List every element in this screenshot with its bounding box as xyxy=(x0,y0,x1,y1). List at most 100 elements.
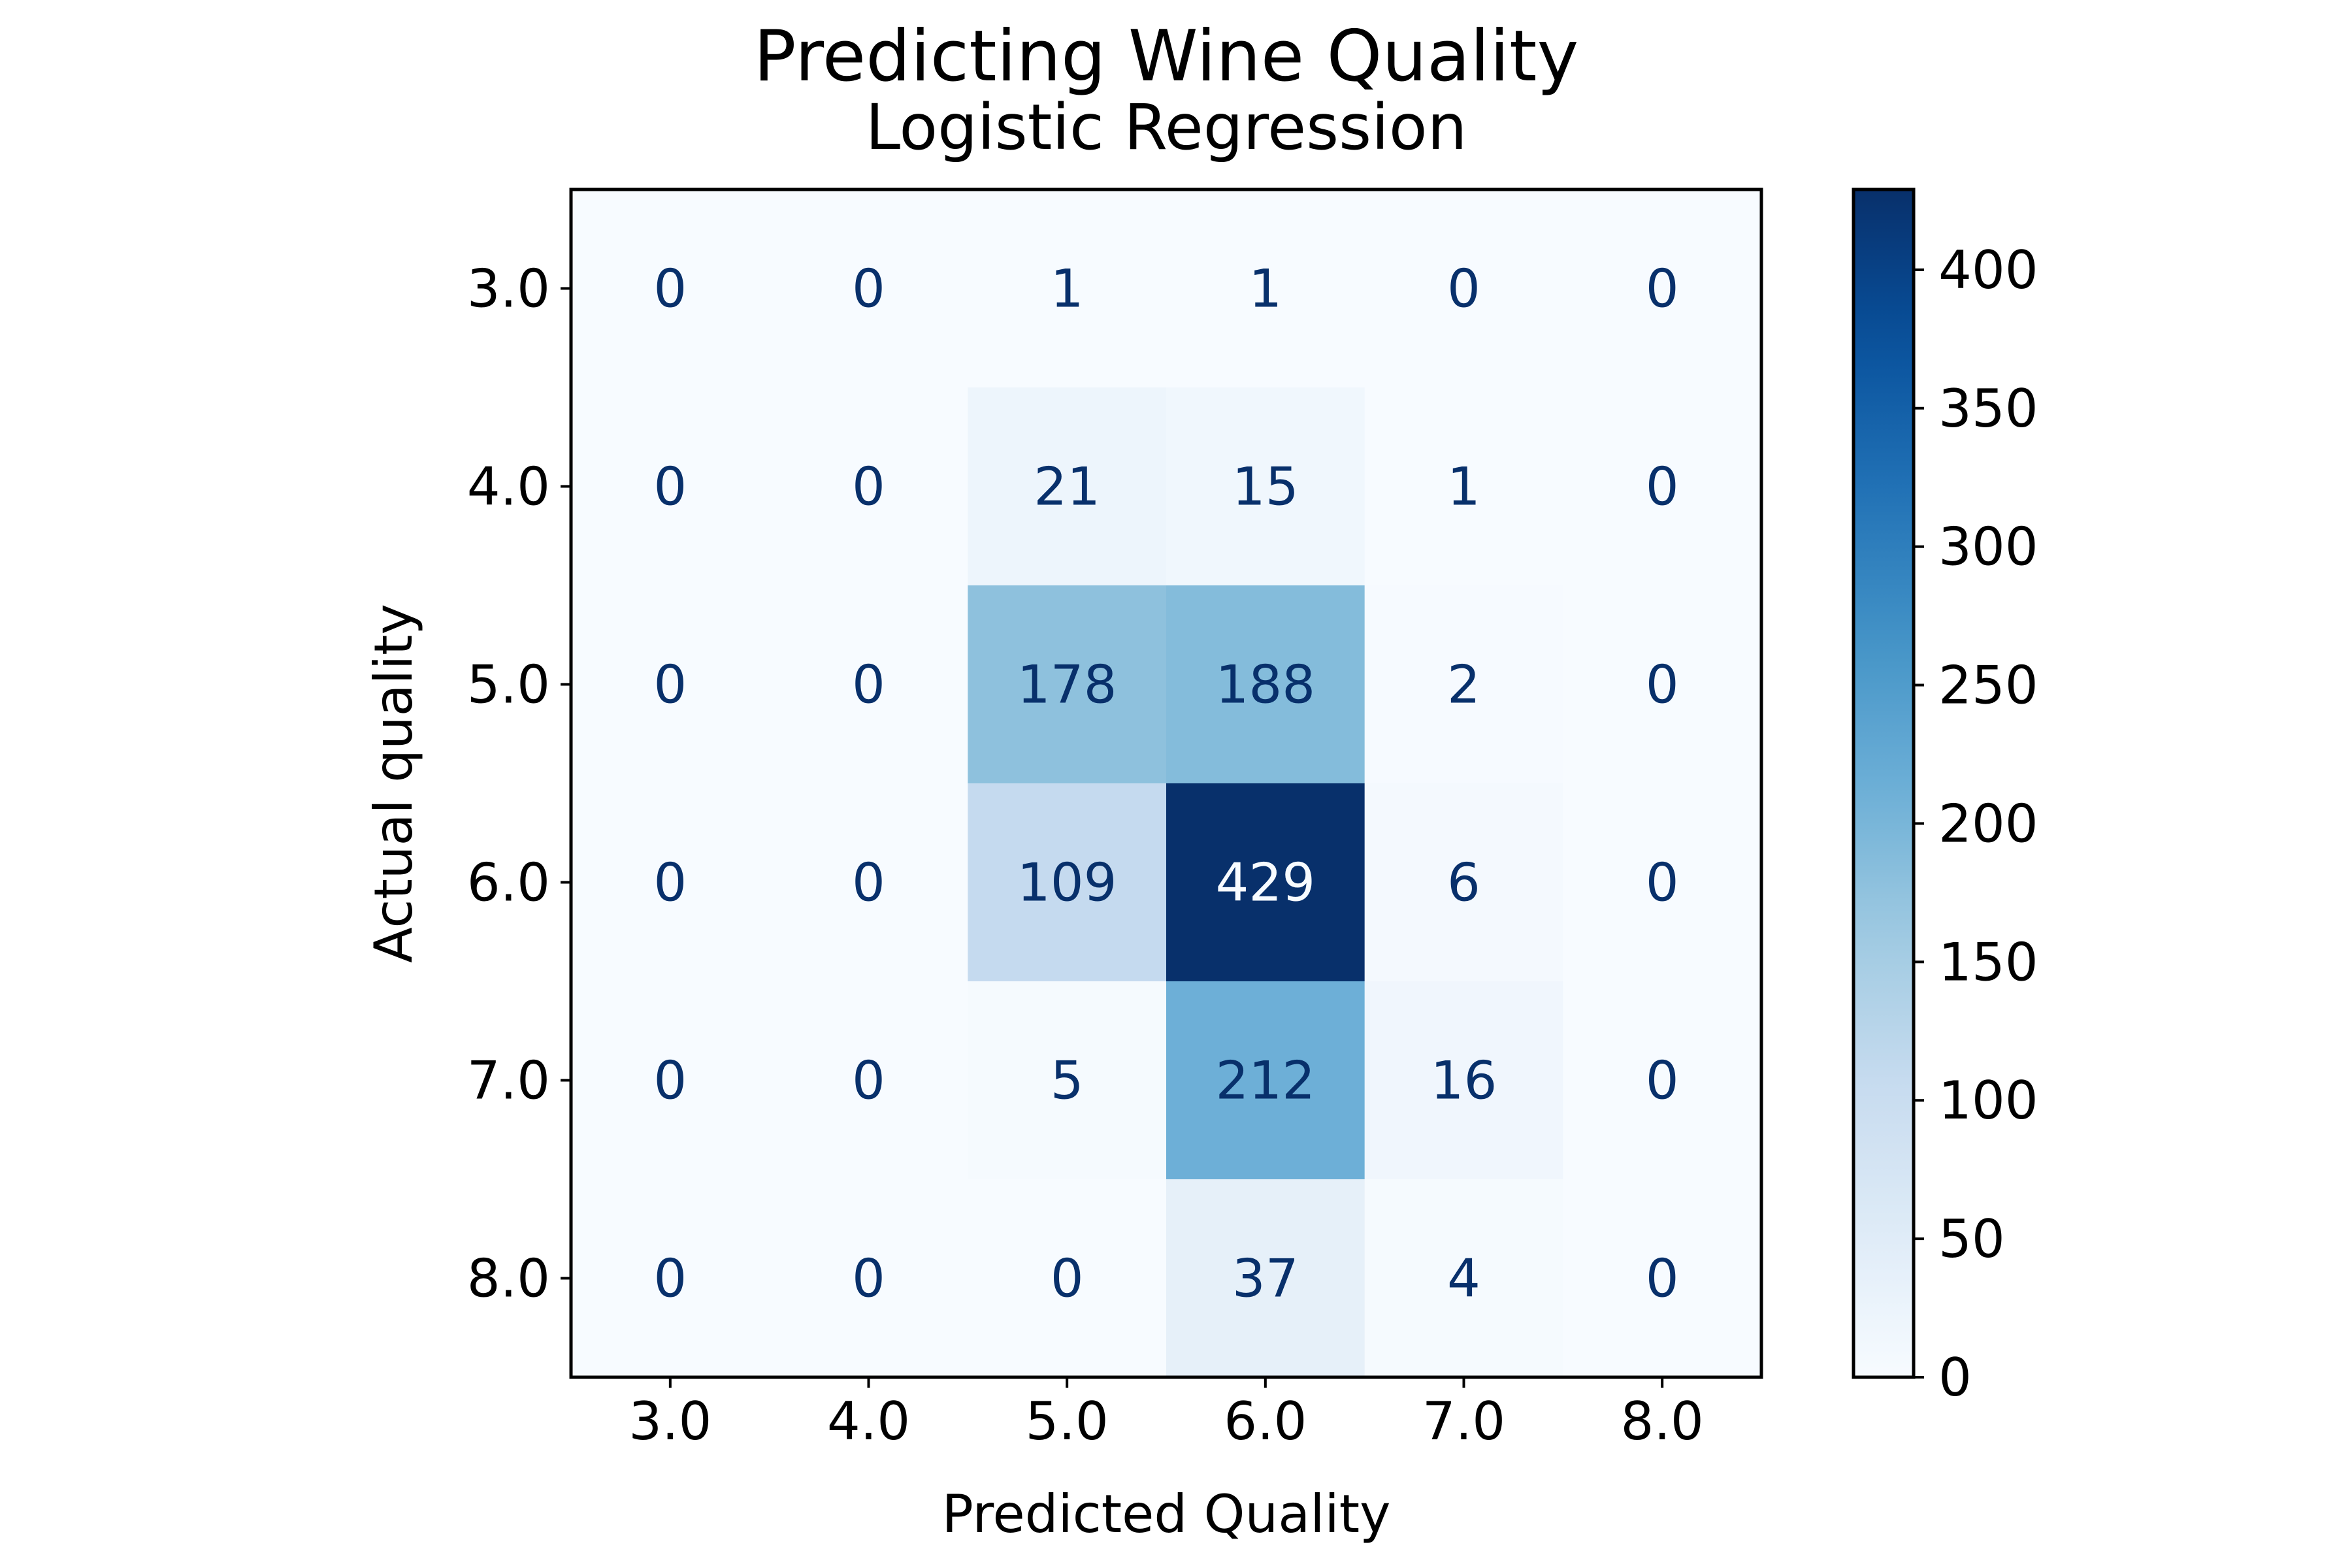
heatmap-cell xyxy=(968,585,1167,784)
cell-value-label: 0 xyxy=(1447,259,1480,319)
colorbar-tick-label: 50 xyxy=(1938,1209,2005,1269)
y-tick-label: 3.0 xyxy=(467,259,550,319)
heatmap-cell xyxy=(1563,387,1762,586)
heatmap-cell xyxy=(1166,1179,1365,1378)
colorbar-tick-label: 200 xyxy=(1938,793,2038,854)
colorbar-tick-label: 350 xyxy=(1938,378,2038,439)
plot-frame xyxy=(569,188,1763,1379)
x-tick-label: 5.0 xyxy=(1026,1391,1109,1452)
cell-value-label: 16 xyxy=(1431,1051,1497,1111)
cell-value-label: 0 xyxy=(653,1051,687,1111)
cell-value-label: 0 xyxy=(653,457,687,517)
colorbar-tick-label: 100 xyxy=(1938,1070,2038,1131)
heatmap-cell xyxy=(1364,981,1563,1180)
heatmap-cell-labels: 0 0 1 1 0 0 0 0 21 15 1 0 0 0 178 188 2 0 0 0 109 429 6 0 0 0 5 212… xyxy=(653,259,1678,1309)
cell-value-label: 0 xyxy=(1646,655,1679,715)
cell-value-label: 6 xyxy=(1447,853,1480,913)
heatmap-cell xyxy=(571,783,770,982)
heatmap-cell xyxy=(1364,585,1563,784)
colorbar-tick-label: 400 xyxy=(1938,240,2038,301)
cell-value-label: 188 xyxy=(1215,655,1315,715)
cell-value-label: 0 xyxy=(1646,1051,1679,1111)
heatmap-cell xyxy=(1563,189,1762,388)
heatmap-cell xyxy=(1563,1179,1762,1378)
heatmap-cell xyxy=(769,585,968,784)
y-axis-label: Actual quality xyxy=(363,604,424,963)
y-tick-label: 5.0 xyxy=(467,655,550,715)
cell-value-label: 1 xyxy=(1051,259,1084,319)
heatmap-cell xyxy=(769,1179,968,1378)
heatmap-cell xyxy=(968,387,1167,586)
heatmap-cell xyxy=(769,387,968,586)
y-tick-label: 8.0 xyxy=(467,1249,550,1309)
heatmap-cell xyxy=(1563,585,1762,784)
cell-value-label: 429 xyxy=(1215,853,1315,913)
chart-title: Predicting Wine Quality xyxy=(754,16,1579,97)
y-tick-label: 6.0 xyxy=(467,853,550,913)
x-tick-label: 7.0 xyxy=(1422,1391,1505,1452)
cell-value-label: 0 xyxy=(653,1249,687,1309)
heatmap-cell xyxy=(1166,189,1365,388)
heatmap-cell xyxy=(968,1179,1167,1378)
cell-value-label: 0 xyxy=(1646,853,1679,913)
heatmap-cell xyxy=(571,1179,770,1378)
heatmap-cell xyxy=(1166,783,1365,982)
cell-value-label: 0 xyxy=(653,259,687,319)
colorbar xyxy=(1852,188,1916,1379)
cell-value-label: 0 xyxy=(1051,1249,1084,1309)
heatmap-cell xyxy=(1563,783,1762,982)
heatmap-cell xyxy=(968,783,1167,982)
heatmap-cell xyxy=(769,981,968,1180)
cell-value-label: 212 xyxy=(1215,1051,1315,1111)
colorbar-tick-label: 0 xyxy=(1938,1347,1972,1408)
cell-value-label: 109 xyxy=(1017,853,1117,913)
cell-value-label: 0 xyxy=(1646,1249,1679,1309)
colorbar-tick-label: 150 xyxy=(1938,932,2038,992)
heatmap-cell xyxy=(968,189,1167,388)
y-axis: 3.0 4.0 5.0 6.0 7.0 8.0 xyxy=(467,259,571,1309)
heatmap-cell xyxy=(571,189,770,388)
heatmap-cell xyxy=(1563,981,1762,1180)
cell-value-label: 1 xyxy=(1447,457,1480,517)
cell-value-label: 0 xyxy=(852,1051,885,1111)
cell-value-label: 21 xyxy=(1034,457,1100,517)
colorbar-tick-label: 250 xyxy=(1938,655,2038,716)
cell-value-label: 0 xyxy=(653,655,687,715)
x-tick-label: 3.0 xyxy=(629,1391,711,1452)
x-axis-label: Predicted Quality xyxy=(942,1484,1391,1544)
cell-value-label: 0 xyxy=(1646,457,1679,517)
heatmap-cell xyxy=(1166,585,1365,784)
cell-value-label: 4 xyxy=(1447,1249,1480,1309)
heatmap-cells xyxy=(571,189,1762,1378)
x-tick-label: 4.0 xyxy=(827,1391,910,1452)
heatmap-cell xyxy=(1364,1179,1563,1378)
heatmap-cell xyxy=(769,189,968,388)
cell-value-label: 0 xyxy=(852,457,885,517)
cell-value-label: 15 xyxy=(1232,457,1299,517)
heatmap-cell xyxy=(1364,387,1563,586)
cell-value-label: 0 xyxy=(653,853,687,913)
colorbar-axis: 0 50 100 150 200 250 300 350 400 xyxy=(1914,240,2038,1408)
heatmap-cell xyxy=(1166,981,1365,1180)
y-tick-label: 7.0 xyxy=(467,1051,550,1111)
y-tick-label: 4.0 xyxy=(467,457,550,517)
x-tick-label: 6.0 xyxy=(1224,1391,1307,1452)
chart-subtitle: Logistic Regression xyxy=(866,91,1467,164)
cell-value-label: 0 xyxy=(852,853,885,913)
cell-value-label: 2 xyxy=(1447,655,1480,715)
heatmap-cell xyxy=(1364,783,1563,982)
heatmap-cell xyxy=(769,783,968,982)
cell-value-label: 37 xyxy=(1232,1249,1299,1309)
colorbar-tick-label: 300 xyxy=(1938,517,2038,578)
cell-value-label: 178 xyxy=(1017,655,1117,715)
heatmap-cell xyxy=(1364,189,1563,388)
cell-value-label: 0 xyxy=(852,655,885,715)
x-tick-label: 8.0 xyxy=(1621,1391,1704,1452)
heatmap-cell xyxy=(968,981,1167,1180)
heatmap-cell xyxy=(571,585,770,784)
x-axis: 3.0 4.0 5.0 6.0 7.0 8.0 xyxy=(629,1377,1704,1452)
cell-value-label: 0 xyxy=(852,1249,885,1309)
heatmap-cell xyxy=(571,387,770,586)
heatmap-cell xyxy=(571,981,770,1180)
